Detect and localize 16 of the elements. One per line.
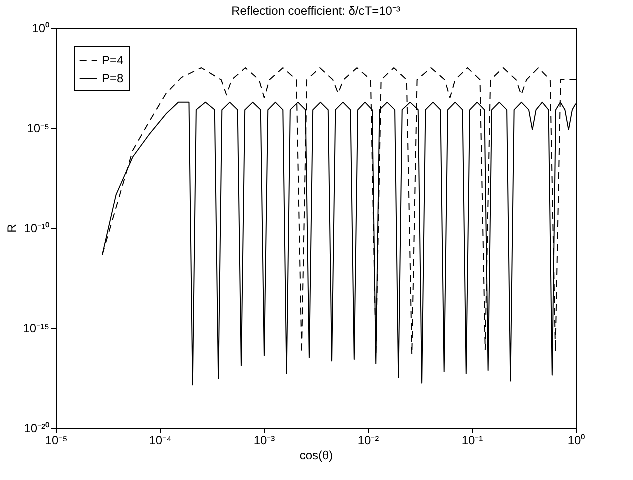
- y-axis-title: R: [5, 224, 20, 233]
- x-tick-label: 10⁻⁵: [45, 434, 68, 448]
- y-tick-label: 10⁰: [32, 22, 50, 36]
- x-tick-label: 10⁻¹: [462, 434, 484, 448]
- x-axis-title: cos(θ): [300, 448, 334, 462]
- y-tick-label: 10⁻²⁰: [24, 422, 50, 436]
- x-tick-label: 10⁻²: [358, 434, 380, 448]
- y-tick-label: 10⁻¹⁰: [24, 222, 50, 236]
- x-tick-label: 10⁻⁴: [149, 434, 172, 448]
- y-tick-label: 10⁻⁵: [27, 122, 50, 136]
- chart-title: Reflection coefficient: δ/cT=10⁻³: [232, 4, 400, 18]
- legend-label: P=8: [102, 72, 124, 86]
- x-tick-label: 10⁰: [568, 434, 586, 448]
- y-tick-label: 10⁻¹⁵: [23, 322, 50, 336]
- x-tick-label: 10⁻³: [254, 434, 276, 448]
- legend-label: P=4: [102, 54, 124, 68]
